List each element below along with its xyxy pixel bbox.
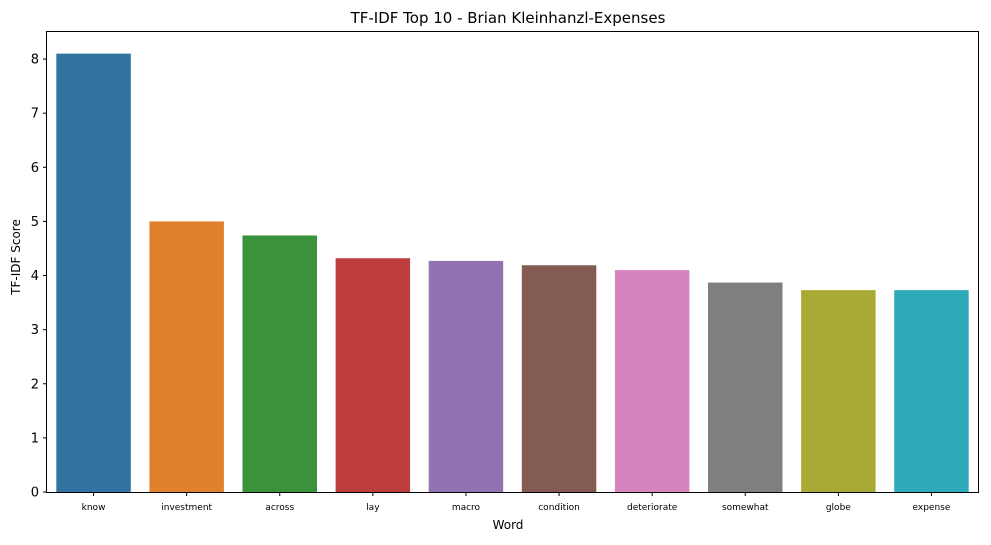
bar-investment — [149, 221, 224, 492]
y-tick-label: 8 — [31, 53, 39, 68]
y-axis-label: TF-IDF Score — [9, 219, 23, 296]
bar-know — [56, 53, 131, 493]
bar-condition — [521, 265, 597, 492]
x-tick-label: lay — [366, 503, 380, 513]
bar-expense — [894, 290, 969, 492]
y-tick-label: 1 — [31, 431, 39, 446]
x-tick-label: condition — [538, 503, 580, 513]
plot-frame — [46, 31, 979, 493]
x-tick-label: know — [82, 503, 106, 513]
x-tick-label: macro — [452, 503, 481, 513]
y-tick-label: 0 — [31, 486, 39, 501]
x-axis-label: Word — [493, 518, 524, 532]
y-tick-label: 5 — [31, 215, 39, 230]
bar-macro — [428, 260, 504, 492]
y-tick-label: 7 — [31, 107, 39, 122]
x-tick-label: expense — [913, 503, 951, 513]
bars-layer — [56, 53, 969, 493]
bar-lay — [335, 258, 411, 492]
bar-somewhat — [708, 282, 783, 492]
x-tick-label: across — [265, 503, 294, 513]
x-tick-label: somewhat — [722, 503, 769, 513]
chart-title: TF-IDF Top 10 - Brian Kleinhanzl-Expense… — [350, 9, 666, 27]
y-tick-label: 3 — [31, 323, 39, 338]
x-tick-label: globe — [826, 503, 851, 513]
y-tick-label: 4 — [31, 269, 39, 284]
bar-across — [242, 235, 317, 493]
bar-globe — [801, 290, 876, 492]
x-axis-ticks: know investment across lay macro condition det… — [82, 492, 951, 513]
y-axis-ticks: 0 1 2 3 4 5 6 7 8 — [31, 53, 47, 501]
x-tick-label: deteriorate — [627, 503, 678, 513]
bar-deteriorate — [614, 270, 690, 492]
y-tick-label: 6 — [31, 161, 39, 176]
y-tick-label: 2 — [31, 377, 39, 392]
x-tick-label: investment — [161, 503, 212, 513]
